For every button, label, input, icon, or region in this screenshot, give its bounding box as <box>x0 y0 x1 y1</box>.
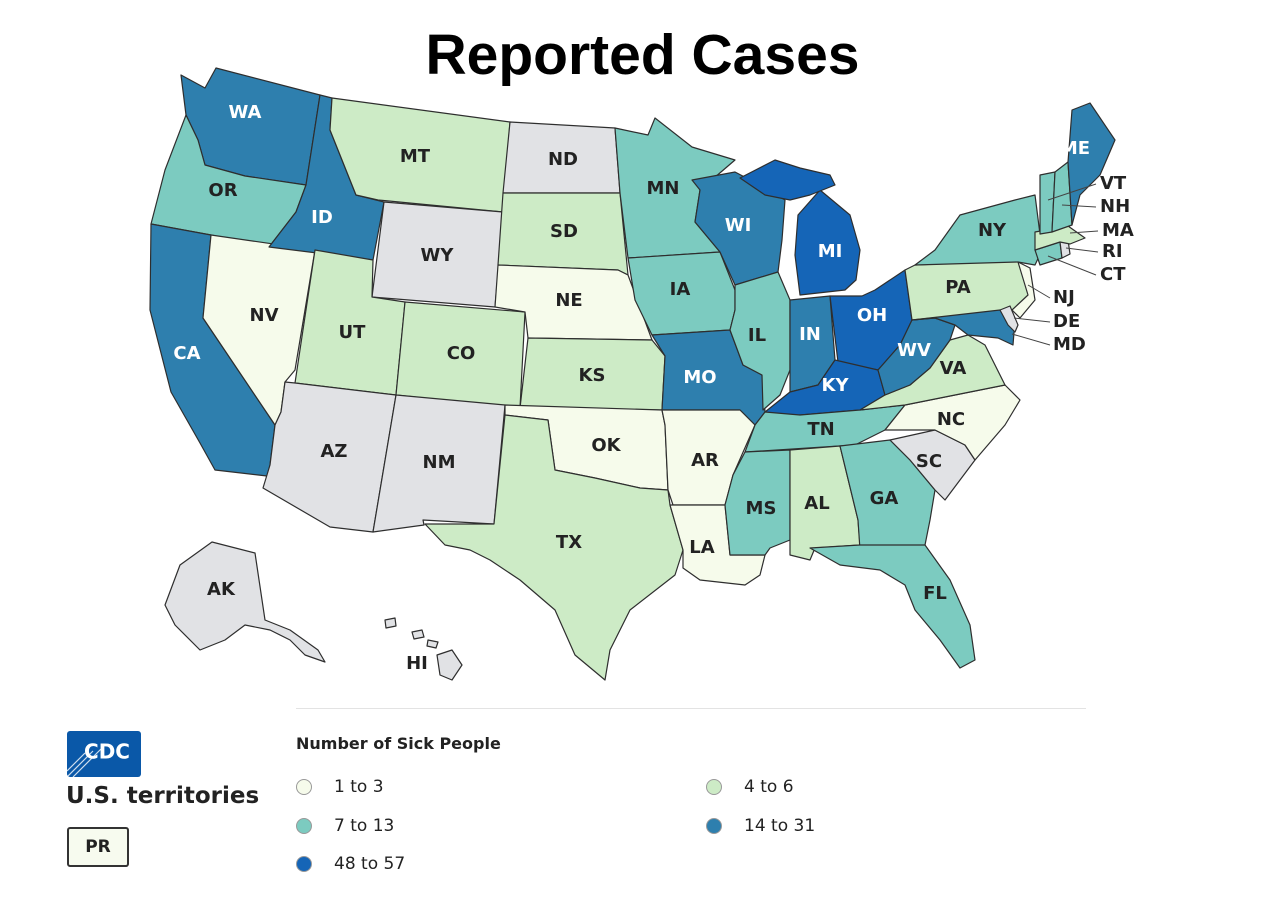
state-label-AZ: AZ <box>321 441 348 462</box>
legend-label-4-to-6: 4 to 6 <box>744 777 794 797</box>
state-label-NY: NY <box>978 220 1007 241</box>
state-label-CA: CA <box>173 343 200 364</box>
state-label-IL: IL <box>748 325 766 346</box>
state-label-OR: OR <box>208 180 237 201</box>
state-label-AR: AR <box>691 450 719 471</box>
state-label-AK: AK <box>207 579 236 600</box>
state-callout-NH: NH <box>1100 196 1130 217</box>
state-label-ND: ND <box>548 149 578 170</box>
legend-swatch-48-to-57 <box>296 856 312 872</box>
legend-label-14-to-31: 14 to 31 <box>744 816 816 836</box>
map-title: Reported Cases <box>425 23 860 87</box>
state-label-MO: MO <box>683 367 716 388</box>
leader-NH <box>1061 204 1097 208</box>
legend-title: Number of Sick People <box>296 734 501 753</box>
legend-item-14-to-31: 14 to 31 <box>706 816 815 836</box>
legend-swatch-14-to-31 <box>706 818 722 834</box>
leader-NJ <box>1027 284 1051 299</box>
leader-VT <box>1047 183 1097 201</box>
legend-label-7-to-13: 7 to 13 <box>334 816 395 836</box>
state-label-NC: NC <box>937 409 965 430</box>
state-label-MI: MI <box>818 241 843 262</box>
state-label-IA: IA <box>670 279 691 300</box>
state-label-ID: ID <box>311 207 333 228</box>
state-label-FL: FL <box>923 583 947 604</box>
state-label-PA: PA <box>945 277 971 298</box>
state-label-MN: MN <box>647 178 680 199</box>
state-label-HI: HI <box>406 653 428 674</box>
state-HI[interactable] <box>436 649 463 681</box>
state-IL[interactable] <box>729 271 791 411</box>
state-DE[interactable] <box>999 305 1019 333</box>
legend-label-48-to-57: 48 to 57 <box>334 854 406 874</box>
state-label-TN: TN <box>807 419 834 440</box>
state-label-KY: KY <box>822 375 850 396</box>
legend-swatch-1-to-3 <box>296 779 312 795</box>
state-NY[interactable] <box>914 194 1043 266</box>
state-AK[interactable] <box>164 541 326 663</box>
state-label-OK: OK <box>591 435 621 456</box>
state-label-NV: NV <box>250 305 279 326</box>
state-callout-MD: MD <box>1053 334 1086 355</box>
state-label-CO: CO <box>447 343 476 364</box>
state-MI-up[interactable] <box>739 159 836 201</box>
state-HI-kauai[interactable] <box>384 617 397 629</box>
state-label-OH: OH <box>857 305 887 326</box>
territory-pr-button[interactable]: PR <box>67 827 129 867</box>
state-label-LA: LA <box>689 537 714 558</box>
leader-RI <box>1065 247 1099 253</box>
state-label-UT: UT <box>339 322 367 343</box>
state-label-NE: NE <box>555 290 582 311</box>
legend-swatch-4-to-6 <box>706 779 722 795</box>
state-label-WY: WY <box>421 245 455 266</box>
state-label-WA: WA <box>229 102 262 123</box>
cdc-logo: CDC <box>67 731 141 777</box>
legend-label-1-to-3: 1 to 3 <box>334 777 384 797</box>
state-NJ[interactable] <box>1011 261 1036 319</box>
state-label-ME: ME <box>1060 138 1090 159</box>
state-label-WI: WI <box>725 215 752 236</box>
state-label-NM: NM <box>423 452 456 473</box>
legend-item-48-to-57: 48 to 57 <box>296 854 405 874</box>
leader-MA <box>1069 230 1099 234</box>
state-label-VA: VA <box>940 358 967 379</box>
legend-divider <box>296 708 1086 709</box>
leader-MD <box>1011 333 1051 346</box>
state-callout-MA: MA <box>1102 220 1134 241</box>
state-HI-oahu[interactable] <box>411 629 425 640</box>
legend-swatch-7-to-13 <box>296 818 312 834</box>
state-callout-VT: VT <box>1100 173 1127 194</box>
state-callout-RI: RI <box>1102 241 1123 262</box>
legend-item-4-to-6: 4 to 6 <box>706 777 794 797</box>
state-labels: WA OR CA NV ID MT WY UT AZ CO NM ND SD NE KS OK TX MN IA MO… <box>173 102 1133 674</box>
state-ME[interactable] <box>1067 102 1116 226</box>
state-label-KS: KS <box>579 365 606 386</box>
state-NC[interactable] <box>884 384 1021 461</box>
cdc-logo-text: CDC <box>84 740 130 764</box>
leader-DE <box>1013 317 1051 323</box>
state-WV[interactable] <box>877 317 956 396</box>
territories-label: U.S. territories <box>66 783 260 809</box>
state-label-GA: GA <box>870 488 899 509</box>
leader-CT <box>1047 255 1097 276</box>
state-HI-maui[interactable] <box>426 639 439 649</box>
state-label-AL: AL <box>804 493 829 514</box>
state-callout-CT: CT <box>1100 264 1126 285</box>
state-label-MT: MT <box>400 146 431 167</box>
state-label-IN: IN <box>799 324 821 345</box>
state-label-SD: SD <box>550 221 578 242</box>
legend-item-7-to-13: 7 to 13 <box>296 816 394 836</box>
state-FL[interactable] <box>809 544 976 669</box>
state-callout-NJ: NJ <box>1053 287 1075 308</box>
state-MI[interactable] <box>794 189 861 296</box>
state-label-MS: MS <box>746 498 777 519</box>
state-callout-DE: DE <box>1053 311 1080 332</box>
state-label-TX: TX <box>556 532 582 553</box>
legend-item-1-to-3: 1 to 3 <box>296 777 384 797</box>
state-TX[interactable] <box>424 414 684 681</box>
state-label-WV: WV <box>897 340 931 361</box>
state-label-SC: SC <box>916 451 942 472</box>
